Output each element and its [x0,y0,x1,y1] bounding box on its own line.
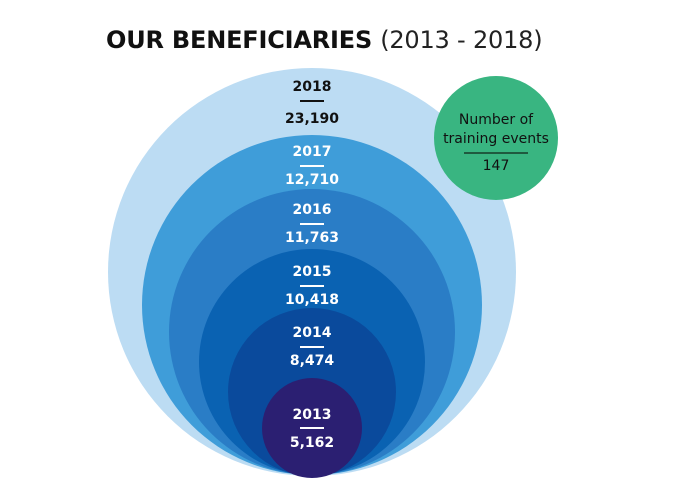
training-events-bubble [434,76,558,200]
year-label-2015: 2015 [293,264,332,280]
year-label-2017: 2017 [293,144,332,160]
chart-title-range: (2013 - 2018) [380,26,543,54]
value-label-2018: 23,190 [285,111,339,127]
year-label-2018: 2018 [293,79,332,95]
training-events-label-line2: training events [443,131,549,147]
year-label-2016: 2016 [293,202,332,218]
value-label-2015: 10,418 [285,292,339,308]
chart-title-main: OUR BENEFICIARIES [106,26,373,54]
chart-title: OUR BENEFICIARIES (2013 - 2018) [106,26,543,54]
value-label-2017: 12,710 [285,172,339,188]
training-events-value: 147 [483,158,510,174]
value-label-2013: 5,162 [290,435,334,451]
training-events-label-line1: Number of [459,112,534,128]
value-label-2014: 8,474 [290,353,335,369]
year-label-2014: 2014 [293,325,332,341]
year-label-2013: 2013 [293,407,332,423]
value-label-2016: 11,763 [285,230,339,246]
